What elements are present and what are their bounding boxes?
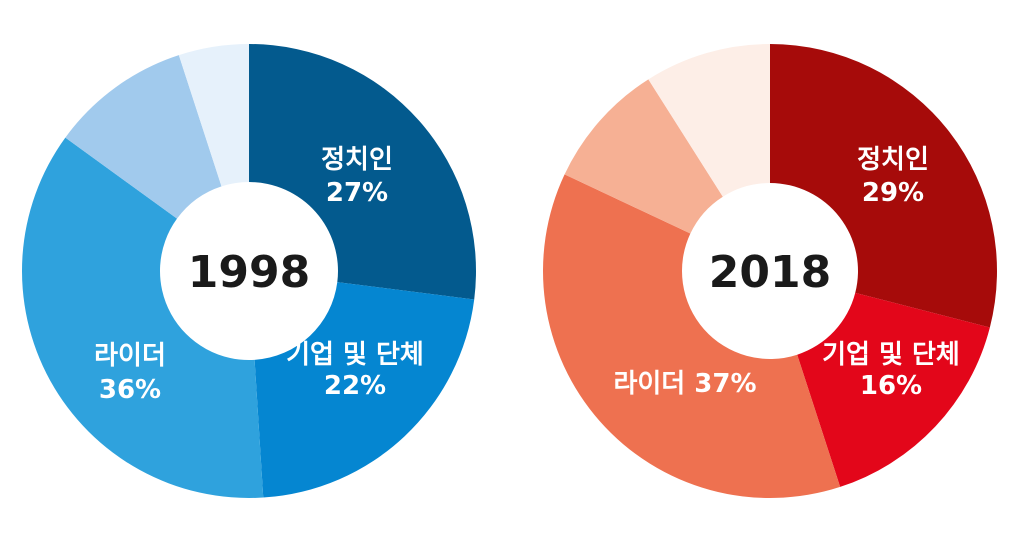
slice-value: 37% <box>685 369 756 399</box>
pie-slice-정치인-0 <box>249 44 476 300</box>
pie-slice-unlabeled-3 <box>65 55 222 219</box>
pie-slice-unlabeled-3 <box>564 79 723 234</box>
slice-value: 27% <box>326 178 388 208</box>
slice-value: 22% <box>324 371 386 401</box>
slice-value: 16% <box>860 371 922 401</box>
center-year-label: 1998 <box>188 247 310 298</box>
pie-slice-unlabeled-4 <box>178 44 249 187</box>
pie-slice-기업 및 단체-1 <box>254 282 475 498</box>
pie-slice-기업 및 단체-1 <box>797 292 990 487</box>
pie-slice-정치인-0 <box>770 44 997 328</box>
slice-label: 라이더 37% <box>613 369 756 399</box>
pie-slice-unlabeled-4 <box>648 44 770 197</box>
slice-name: 라이더 <box>94 341 166 371</box>
slice-name: 기업 및 단체 <box>822 340 960 370</box>
slice-name: 기업 및 단체 <box>286 340 424 370</box>
center-year-label: 2018 <box>709 247 831 298</box>
slice-name: 정치인 <box>857 145 929 175</box>
slice-value: 36% <box>99 375 161 405</box>
pie-slice-라이더-2 <box>22 137 264 498</box>
slice-name: 라이더 <box>613 369 685 399</box>
pie-slice-라이더-2 <box>542 174 841 499</box>
slice-name: 정치인 <box>321 145 393 175</box>
slice-value: 29% <box>862 178 924 208</box>
